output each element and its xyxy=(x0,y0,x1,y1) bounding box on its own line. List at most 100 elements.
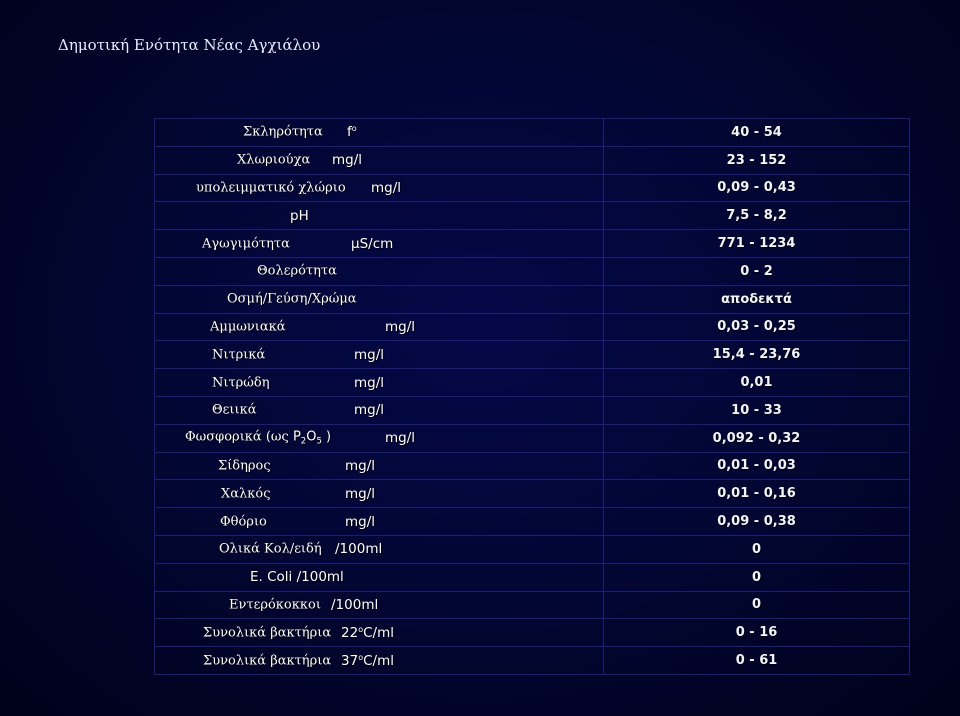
table-row: Χλωριούχα mg/l 23 - 152 xyxy=(154,145,910,175)
chemical-formula: P2O5 ) xyxy=(292,429,332,447)
parameter-name: Οσμή/Γεύση/Χρώμα xyxy=(227,291,357,307)
parameter-cell: pH xyxy=(154,201,604,231)
parameter-name: Συνολικά βακτήρια xyxy=(203,653,332,669)
value-cell: 0 - 16 xyxy=(603,618,910,648)
parameter-cell: Σίδηρος mg/l xyxy=(154,451,604,481)
value-cell: 0,01 - 0,16 xyxy=(603,479,910,509)
water-quality-table: Σκληρότητα fo 40 - 54 Χλωριούχα mg/l 23 … xyxy=(154,118,910,675)
value-cell: 0,01 xyxy=(603,368,910,397)
parameter-cell: Φθόριο mg/l xyxy=(154,507,604,536)
table-row: Νιτρώδη mg/l 0,01 xyxy=(154,368,910,397)
parameter-unit: mg/l xyxy=(354,402,385,419)
table-row: Συνολικά βακτήρια 37oC/ml 0 - 61 xyxy=(154,646,910,675)
value-cell: 0 xyxy=(603,562,910,592)
value-cell: 0,01 - 0,03 xyxy=(603,451,910,481)
value-cell: 23 - 152 xyxy=(603,145,910,175)
parameter-unit: fo xyxy=(347,124,357,141)
table-row: Εντερόκοκκοι /100ml 0 xyxy=(154,590,910,620)
table-row: E. Coli /100ml 0 xyxy=(154,562,910,592)
parameter-unit: mg/l xyxy=(345,457,376,474)
parameter-cell: Νιτρικά mg/l xyxy=(154,340,604,370)
table-row: pH 7,5 - 8,2 xyxy=(154,201,910,231)
value-cell: 771 - 1234 xyxy=(603,229,910,258)
value-cell: 0 xyxy=(603,534,910,564)
parameter-cell: Φωσφορικά (ως P2O5 ) mg/l xyxy=(154,423,604,453)
parameter-unit: mg/l xyxy=(354,346,385,363)
parameter-name: Φθόριο xyxy=(220,514,267,530)
table-row: υπολειμματικό χλώριο mg/l 0,09 - 0,43 xyxy=(154,173,910,203)
parameter-cell: Συνολικά βακτήρια 22oC/ml xyxy=(154,618,604,648)
parameter-unit: 22oC/ml xyxy=(341,624,394,641)
table-row: Θειικά mg/l 10 - 33 xyxy=(154,395,910,425)
table-row: Συνολικά βακτήρια 22oC/ml 0 - 16 xyxy=(154,618,910,648)
parameter-name: Χαλκός xyxy=(221,486,271,502)
parameter-name: Σίδηρος xyxy=(218,458,271,474)
parameter-name: Σκληρότητα xyxy=(243,124,323,140)
value-cell: 15,4 - 23,76 xyxy=(603,340,910,370)
parameter-unit: mg/l xyxy=(371,179,402,196)
parameter-unit: mg/l xyxy=(354,374,385,391)
parameter-cell: Θολερότητα xyxy=(154,256,604,286)
table-row: Φωσφορικά (ως P2O5 ) mg/l 0,092 - 0,32 xyxy=(154,423,910,453)
table-row: Αγωγιμότητα μS/cm 771 - 1234 xyxy=(154,229,910,258)
parameter-unit: mg/l xyxy=(345,513,376,530)
parameter-unit: mg/l xyxy=(345,485,376,502)
parameter-name: Εντερόκοκκοι xyxy=(229,597,321,613)
table-row: Αμμωνιακά mg/l 0,03 - 0,25 xyxy=(154,312,910,342)
parameter-cell: Αγωγιμότητα μS/cm xyxy=(154,229,604,258)
parameter-unit: μS/cm xyxy=(351,235,394,252)
value-cell: 0 - 2 xyxy=(603,256,910,286)
parameter-name: Αμμωνιακά xyxy=(210,319,286,335)
table-row: Σίδηρος mg/l 0,01 - 0,03 xyxy=(154,451,910,481)
table-row: Φθόριο mg/l 0,09 - 0,38 xyxy=(154,507,910,536)
value-cell: 0,092 - 0,32 xyxy=(603,423,910,453)
parameter-name: Ολικά Κολ/ειδή xyxy=(219,541,322,557)
parameter-cell: E. Coli /100ml xyxy=(154,562,604,592)
parameter-unit: pH xyxy=(290,207,309,224)
parameter-name: Χλωριούχα xyxy=(237,152,311,168)
parameter-name: Αγωγιμότητα xyxy=(202,236,290,252)
value-cell: 40 - 54 xyxy=(603,118,910,147)
table-row: Νιτρικά mg/l 15,4 - 23,76 xyxy=(154,340,910,370)
parameter-name: Συνολικά βακτήρια xyxy=(203,625,332,641)
parameter-name: υπολειμματικό χλώριο xyxy=(196,180,346,196)
parameter-name: Θολερότητα xyxy=(257,263,337,279)
parameter-unit: mg/l xyxy=(385,318,416,335)
table-row: Σκληρότητα fo 40 - 54 xyxy=(154,118,910,147)
table-row: Οσμή/Γεύση/Χρώμα αποδεκτά xyxy=(154,284,910,314)
value-cell: 10 - 33 xyxy=(603,395,910,425)
parameter-unit: E. Coli /100ml xyxy=(250,569,344,586)
parameter-cell: υπολειμματικό χλώριο mg/l xyxy=(154,173,604,203)
parameter-name: Νιτρώδη xyxy=(212,375,270,391)
parameter-cell: Ολικά Κολ/ειδή /100ml xyxy=(154,534,604,564)
parameter-unit: 37oC/ml xyxy=(341,652,394,669)
parameter-cell: Σκληρότητα fo xyxy=(154,118,604,147)
parameter-unit: /100ml xyxy=(331,596,379,613)
parameter-unit: mg/l xyxy=(385,430,416,447)
parameter-cell: Συνολικά βακτήρια 37oC/ml xyxy=(154,646,604,675)
parameter-cell: Χαλκός mg/l xyxy=(154,479,604,509)
value-cell: 0,03 - 0,25 xyxy=(603,312,910,342)
value-cell: 0,09 - 0,43 xyxy=(603,173,910,203)
parameter-cell: Αμμωνιακά mg/l xyxy=(154,312,604,342)
parameter-cell: Οσμή/Γεύση/Χρώμα xyxy=(154,284,604,314)
parameter-cell: Χλωριούχα mg/l xyxy=(154,145,604,175)
table-row: Ολικά Κολ/ειδή /100ml 0 xyxy=(154,534,910,564)
parameter-name: Νιτρικά xyxy=(212,347,266,363)
parameter-name: Φωσφορικά (ως P2O5 ) xyxy=(185,429,332,447)
table-row: Χαλκός mg/l 0,01 - 0,16 xyxy=(154,479,910,509)
parameter-cell: Νιτρώδη mg/l xyxy=(154,368,604,397)
parameter-unit: mg/l xyxy=(332,152,363,169)
value-cell: 0,09 - 0,38 xyxy=(603,507,910,536)
parameter-unit: /100ml xyxy=(335,541,383,558)
value-cell: 0 xyxy=(603,590,910,620)
parameter-cell: Θειικά mg/l xyxy=(154,395,604,425)
slide-title: Δημοτική Ενότητα Νέας Αγχιάλου xyxy=(58,36,321,54)
value-cell: αποδεκτά xyxy=(603,284,910,314)
value-cell: 0 - 61 xyxy=(603,646,910,675)
parameter-name: Θειικά xyxy=(212,402,257,418)
value-cell: 7,5 - 8,2 xyxy=(603,201,910,231)
table-row: Θολερότητα 0 - 2 xyxy=(154,256,910,286)
parameter-cell: Εντερόκοκκοι /100ml xyxy=(154,590,604,620)
